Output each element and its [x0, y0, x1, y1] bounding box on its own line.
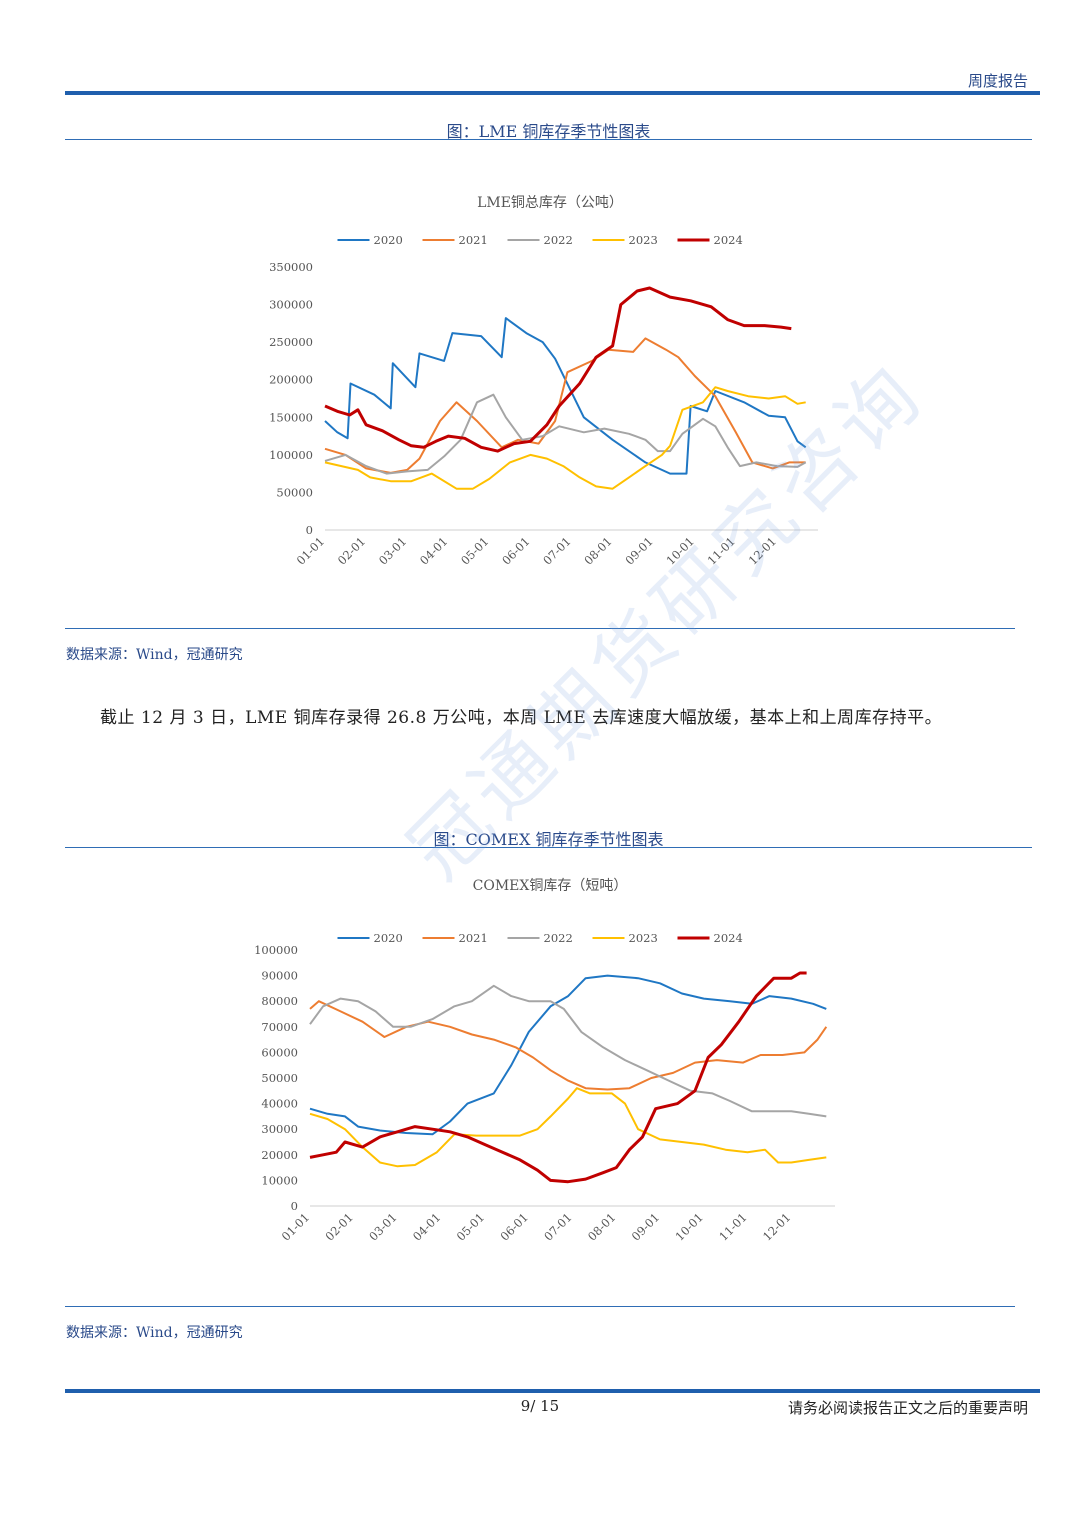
footer-disclaimer: 请务必阅读报告正文之后的重要声明 — [787, 1399, 1028, 1417]
y-tick-label: 40000 — [261, 1097, 298, 1111]
legend-label-2022: 2022 — [544, 233, 573, 247]
y-tick-label: 10000 — [261, 1173, 298, 1187]
y-tick-label: 30000 — [261, 1122, 298, 1136]
y-tick-label: 250000 — [269, 335, 313, 349]
page-number: 9/ 15 — [520, 1397, 560, 1415]
y-tick-label: 70000 — [261, 1020, 298, 1034]
y-tick-label: 60000 — [261, 1045, 298, 1059]
legend-label-2023: 2023 — [629, 931, 658, 945]
figure-rule-comex — [65, 847, 1032, 848]
legend-label-2020: 2020 — [374, 233, 403, 247]
y-tick-label: 350000 — [269, 260, 313, 274]
series-line-2023 — [324, 386, 806, 490]
x-tick-label: 04-01 — [410, 1210, 443, 1243]
x-tick-label: 08-01 — [581, 534, 614, 567]
legend-label-2022: 2022 — [544, 931, 573, 945]
source-rule-lme — [65, 628, 1015, 629]
legend-label-2023: 2023 — [629, 233, 658, 247]
comex-chart: COMEX铜库存（短吨） 2020 2021 2022 2023 2024 0 10000 20… — [250, 870, 850, 1270]
source-lme: 数据来源：Wind，冠通研究 — [66, 647, 243, 663]
x-tick-label: 07-01 — [541, 1210, 574, 1243]
x-tick-label: 11-01 — [716, 1210, 749, 1243]
report-type-label: 周度报告 — [967, 72, 1028, 90]
figure-title-lme: 图：LME 铜库存季节性图表 — [446, 122, 651, 141]
legend-label-2021: 2021 — [459, 233, 488, 247]
series-line-2023 — [309, 1087, 827, 1168]
y-tick-label: 80000 — [261, 994, 298, 1008]
series-line-2020 — [324, 317, 807, 475]
footer-rule — [65, 1389, 1040, 1393]
chart-title: COMEX铜库存（短吨） — [473, 878, 628, 894]
series-line-2022 — [324, 393, 807, 475]
x-tick-label: 03-01 — [366, 1210, 399, 1243]
y-tick-label: 20000 — [261, 1148, 298, 1162]
y-tick-label: 90000 — [261, 969, 298, 983]
header-rule — [65, 91, 1040, 95]
x-tick-label: 02-01 — [335, 534, 368, 567]
figure-title-comex: 图：COMEX 铜库存季节性图表 — [433, 830, 664, 849]
y-tick-label: 0 — [306, 523, 313, 537]
x-tick-label: 10-01 — [673, 1210, 706, 1243]
x-tick-label: 02-01 — [323, 1210, 356, 1243]
x-tick-label: 06-01 — [498, 1210, 531, 1243]
body-paragraph: 截止 12 月 3 日，LME 铜库存录得 26.8 万公吨，本周 LME 去库… — [100, 708, 943, 728]
x-tick-label: 05-01 — [454, 1210, 487, 1243]
series-line-2021 — [324, 337, 806, 474]
series-line-2022 — [309, 984, 827, 1118]
chart-title: LME铜总库存（公吨） — [477, 195, 623, 211]
source-rule-comex — [65, 1306, 1015, 1307]
legend-label-2024: 2024 — [714, 233, 743, 247]
series-line-2020 — [309, 974, 827, 1136]
legend-label-2020: 2020 — [374, 931, 403, 945]
x-tick-label: 04-01 — [417, 534, 450, 567]
y-tick-label: 50000 — [276, 485, 313, 499]
x-tick-label: 09-01 — [629, 1210, 662, 1243]
y-tick-label: 300000 — [269, 298, 313, 312]
y-tick-label: 100000 — [254, 943, 298, 957]
x-tick-label: 12-01 — [760, 1210, 793, 1243]
y-tick-label: 50000 — [261, 1071, 298, 1085]
series-line-2024 — [324, 286, 792, 453]
x-tick-label: 06-01 — [499, 534, 532, 567]
comex-chart-svg: COMEX铜库存（短吨） 2020 2021 2022 2023 2024 0 10000 20… — [254, 878, 835, 1244]
y-tick-label: 0 — [291, 1199, 298, 1213]
x-tick-label: 08-01 — [585, 1210, 618, 1243]
y-tick-label: 200000 — [269, 373, 313, 387]
figure-rule-lme — [65, 139, 1032, 140]
x-tick-label: 01-01 — [294, 534, 327, 567]
y-tick-label: 150000 — [269, 410, 313, 424]
source-comex: 数据来源：Wind，冠通研究 — [66, 1325, 243, 1341]
lme-chart: LME铜总库存（公吨） 2020 2021 2022 2023 2024 0 50000 100… — [250, 185, 850, 595]
series-line-2021 — [309, 1000, 828, 1091]
y-tick-label: 100000 — [269, 448, 313, 462]
x-tick-label: 01-01 — [279, 1210, 312, 1243]
legend-label-2024: 2024 — [714, 931, 743, 945]
x-tick-label: 05-01 — [458, 534, 491, 567]
series-line-2024 — [309, 971, 807, 1184]
lme-chart-svg: LME铜总库存（公吨） 2020 2021 2022 2023 2024 0 50000 100… — [269, 195, 818, 568]
legend-label-2021: 2021 — [459, 931, 488, 945]
x-tick-label: 07-01 — [540, 534, 573, 567]
x-tick-label: 03-01 — [376, 534, 409, 567]
